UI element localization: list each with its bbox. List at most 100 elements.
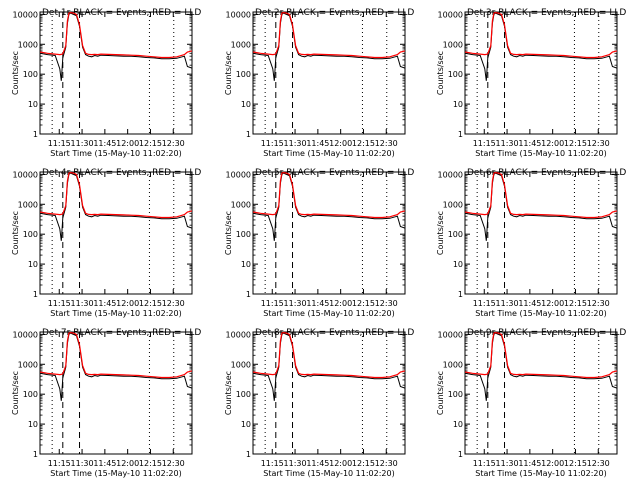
y-tick-label: 1 — [33, 290, 38, 299]
y-tick-label: 10000 — [13, 10, 38, 19]
y-tick-label: 10000 — [13, 330, 38, 339]
chart-title: Det 3r BLACK = Events, RED = LLD — [467, 8, 626, 18]
x-tick-label: 12:15 — [139, 459, 162, 468]
chart-title: Det 6r BLACK = Events, RED = LLD — [467, 168, 626, 178]
chart-panel: Det 5r BLACK = Events, RED = LLD 1 10 100 10… — [224, 168, 414, 318]
x-tick-label: 12:30 — [587, 299, 610, 308]
y-tick-label: 1 — [458, 450, 463, 459]
y-tick-label: 10000 — [438, 170, 463, 179]
x-tick-label: 12:30 — [162, 299, 185, 308]
y-tick-label: 10000 — [438, 10, 463, 19]
plot-frame — [252, 331, 406, 455]
y-axis-label: Counts/sec — [11, 211, 20, 255]
chart-title: Det 8r BLACK = Events, RED = LLD — [255, 328, 414, 338]
events-series-line — [40, 12, 192, 81]
chart-title: Det 1r BLACK = Events, RED = LLD — [42, 8, 201, 18]
x-tick-label: 12:30 — [375, 139, 398, 148]
x-tick-label: 12:30 — [162, 139, 185, 148]
x-tick-label: 11:15 — [473, 459, 496, 468]
y-tick-label: 1000 — [231, 40, 251, 49]
events-series-line — [253, 332, 405, 401]
chart-panel: Det 9r BLACK = Events, RED = LLD 1 10 100 10… — [436, 328, 626, 478]
y-tick-label: 100 — [448, 70, 463, 79]
chart-panel: Det 1r BLACK = Events, RED = LLD 1 10 100 10… — [11, 8, 201, 158]
x-axis-label: Start Time (15-May-10 11:02:20) — [50, 469, 181, 478]
y-tick-label: 10000 — [438, 330, 463, 339]
x-tick-label: 11:30 — [496, 459, 519, 468]
y-tick-label: 10 — [28, 420, 38, 429]
x-tick-label: 11:30 — [284, 139, 307, 148]
y-axis-label: Counts/sec — [11, 51, 20, 95]
y-tick-label: 10 — [241, 420, 251, 429]
y-axis-label: Counts/sec — [436, 51, 445, 95]
y-tick-label: 10 — [241, 260, 251, 269]
y-tick-label: 1 — [246, 450, 251, 459]
lld-series-line — [465, 12, 617, 59]
chart-panel: Det 2r BLACK = Events, RED = LLD 1 10 100 10… — [224, 8, 414, 158]
y-axis-label: Counts/sec — [436, 371, 445, 415]
y-tick-label: 100 — [23, 70, 38, 79]
x-axis-label: Start Time (15-May-10 11:02:20) — [475, 469, 606, 478]
y-tick-label: 10000 — [226, 10, 251, 19]
x-tick-label: 12:15 — [352, 299, 375, 308]
events-series-line — [465, 332, 617, 401]
x-tick-label: 12:00 — [116, 299, 139, 308]
x-tick-label: 11:15 — [473, 299, 496, 308]
x-tick-label: 11:30 — [71, 139, 94, 148]
y-tick-label: 1 — [458, 130, 463, 139]
events-series-line — [253, 12, 405, 81]
y-tick-label: 100 — [23, 230, 38, 239]
x-tick-label: 12:15 — [139, 299, 162, 308]
plot-frame — [464, 171, 618, 295]
y-axis-label: Counts/sec — [436, 211, 445, 255]
y-tick-label: 1 — [33, 130, 38, 139]
x-tick-label: 11:45 — [518, 139, 541, 148]
x-tick-label: 11:45 — [93, 139, 116, 148]
x-tick-label: 12:30 — [587, 459, 610, 468]
y-tick-label: 1 — [33, 450, 38, 459]
x-tick-label: 12:30 — [375, 299, 398, 308]
x-tick-label: 12:15 — [564, 299, 587, 308]
x-tick-label: 11:30 — [496, 299, 519, 308]
y-tick-label: 100 — [448, 390, 463, 399]
y-tick-label: 1 — [246, 130, 251, 139]
x-axis-label: Start Time (15-May-10 11:02:20) — [50, 149, 181, 158]
chart-panel: Det 6r BLACK = Events, RED = LLD 1 10 100 10… — [436, 168, 626, 318]
x-axis-label: Start Time (15-May-10 11:02:20) — [263, 149, 394, 158]
events-series-line — [465, 172, 617, 241]
y-axis-label: Counts/sec — [11, 371, 20, 415]
lld-series-line — [40, 332, 192, 379]
x-tick-label: 11:45 — [306, 459, 329, 468]
x-tick-label: 11:15 — [473, 139, 496, 148]
plot-frame — [39, 11, 193, 135]
y-tick-label: 10 — [28, 260, 38, 269]
x-tick-label: 12:15 — [352, 139, 375, 148]
x-axis-label: Start Time (15-May-10 11:02:20) — [475, 149, 606, 158]
x-tick-label: 12:00 — [541, 299, 564, 308]
lld-series-line — [253, 332, 405, 379]
y-tick-label: 100 — [236, 230, 251, 239]
x-tick-label: 11:15 — [48, 139, 71, 148]
lld-series-line — [465, 172, 617, 219]
x-tick-label: 12:00 — [329, 299, 352, 308]
lld-series-line — [40, 172, 192, 219]
x-tick-label: 12:00 — [116, 459, 139, 468]
lld-series-line — [253, 12, 405, 59]
events-series-line — [253, 172, 405, 241]
chart-panel: Det 4r BLACK = Events, RED = LLD 1 10 100 10… — [11, 168, 201, 318]
events-series-line — [465, 12, 617, 81]
x-tick-label: 11:30 — [71, 459, 94, 468]
x-tick-label: 11:30 — [71, 299, 94, 308]
y-tick-label: 1000 — [231, 360, 251, 369]
y-tick-label: 1000 — [18, 40, 38, 49]
x-axis-label: Start Time (15-May-10 11:02:20) — [475, 309, 606, 318]
chart-title: Det 7r BLACK = Events, RED = LLD — [42, 328, 201, 338]
chart-title: Det 2r BLACK = Events, RED = LLD — [255, 8, 414, 18]
x-tick-label: 11:15 — [261, 139, 284, 148]
y-tick-label: 1000 — [443, 40, 463, 49]
y-tick-label: 1000 — [18, 360, 38, 369]
chart-panel: Det 3r BLACK = Events, RED = LLD 1 10 100 10… — [436, 8, 626, 158]
lld-series-line — [465, 332, 617, 379]
y-tick-label: 10 — [28, 100, 38, 109]
plot-frame — [39, 331, 193, 455]
